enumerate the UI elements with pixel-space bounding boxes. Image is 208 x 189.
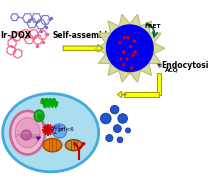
Circle shape xyxy=(100,113,111,124)
Circle shape xyxy=(122,50,125,53)
Circle shape xyxy=(132,54,135,57)
Circle shape xyxy=(133,40,136,43)
FancyArrow shape xyxy=(63,45,103,52)
Circle shape xyxy=(130,66,133,69)
Text: FRET: FRET xyxy=(145,24,161,29)
Ellipse shape xyxy=(43,139,62,152)
Circle shape xyxy=(123,36,126,39)
Text: Ir-DOX: Ir-DOX xyxy=(0,31,32,40)
Ellipse shape xyxy=(10,111,45,154)
Text: ACQ: ACQ xyxy=(165,68,178,73)
FancyBboxPatch shape xyxy=(157,73,161,94)
Text: Self-assemble: Self-assemble xyxy=(52,31,113,40)
Circle shape xyxy=(119,57,123,60)
Circle shape xyxy=(126,36,130,39)
Ellipse shape xyxy=(15,118,40,148)
Circle shape xyxy=(125,57,129,60)
Text: Endocytosis: Endocytosis xyxy=(161,61,208,70)
FancyArrow shape xyxy=(117,91,126,98)
Circle shape xyxy=(106,24,154,72)
Circle shape xyxy=(129,45,132,48)
Ellipse shape xyxy=(3,94,99,172)
Circle shape xyxy=(134,50,137,53)
Ellipse shape xyxy=(65,140,82,151)
Polygon shape xyxy=(95,15,165,82)
Circle shape xyxy=(110,105,119,114)
Circle shape xyxy=(118,114,128,123)
Circle shape xyxy=(117,137,123,143)
Circle shape xyxy=(73,142,77,146)
Circle shape xyxy=(52,124,67,138)
Circle shape xyxy=(122,63,125,66)
Circle shape xyxy=(125,128,130,133)
Circle shape xyxy=(82,142,85,146)
FancyBboxPatch shape xyxy=(124,92,159,97)
Circle shape xyxy=(118,41,122,45)
Circle shape xyxy=(113,125,121,132)
Circle shape xyxy=(106,135,113,142)
Ellipse shape xyxy=(34,110,44,122)
Circle shape xyxy=(21,130,31,140)
Text: pH<6: pH<6 xyxy=(54,127,74,134)
Ellipse shape xyxy=(37,114,43,120)
